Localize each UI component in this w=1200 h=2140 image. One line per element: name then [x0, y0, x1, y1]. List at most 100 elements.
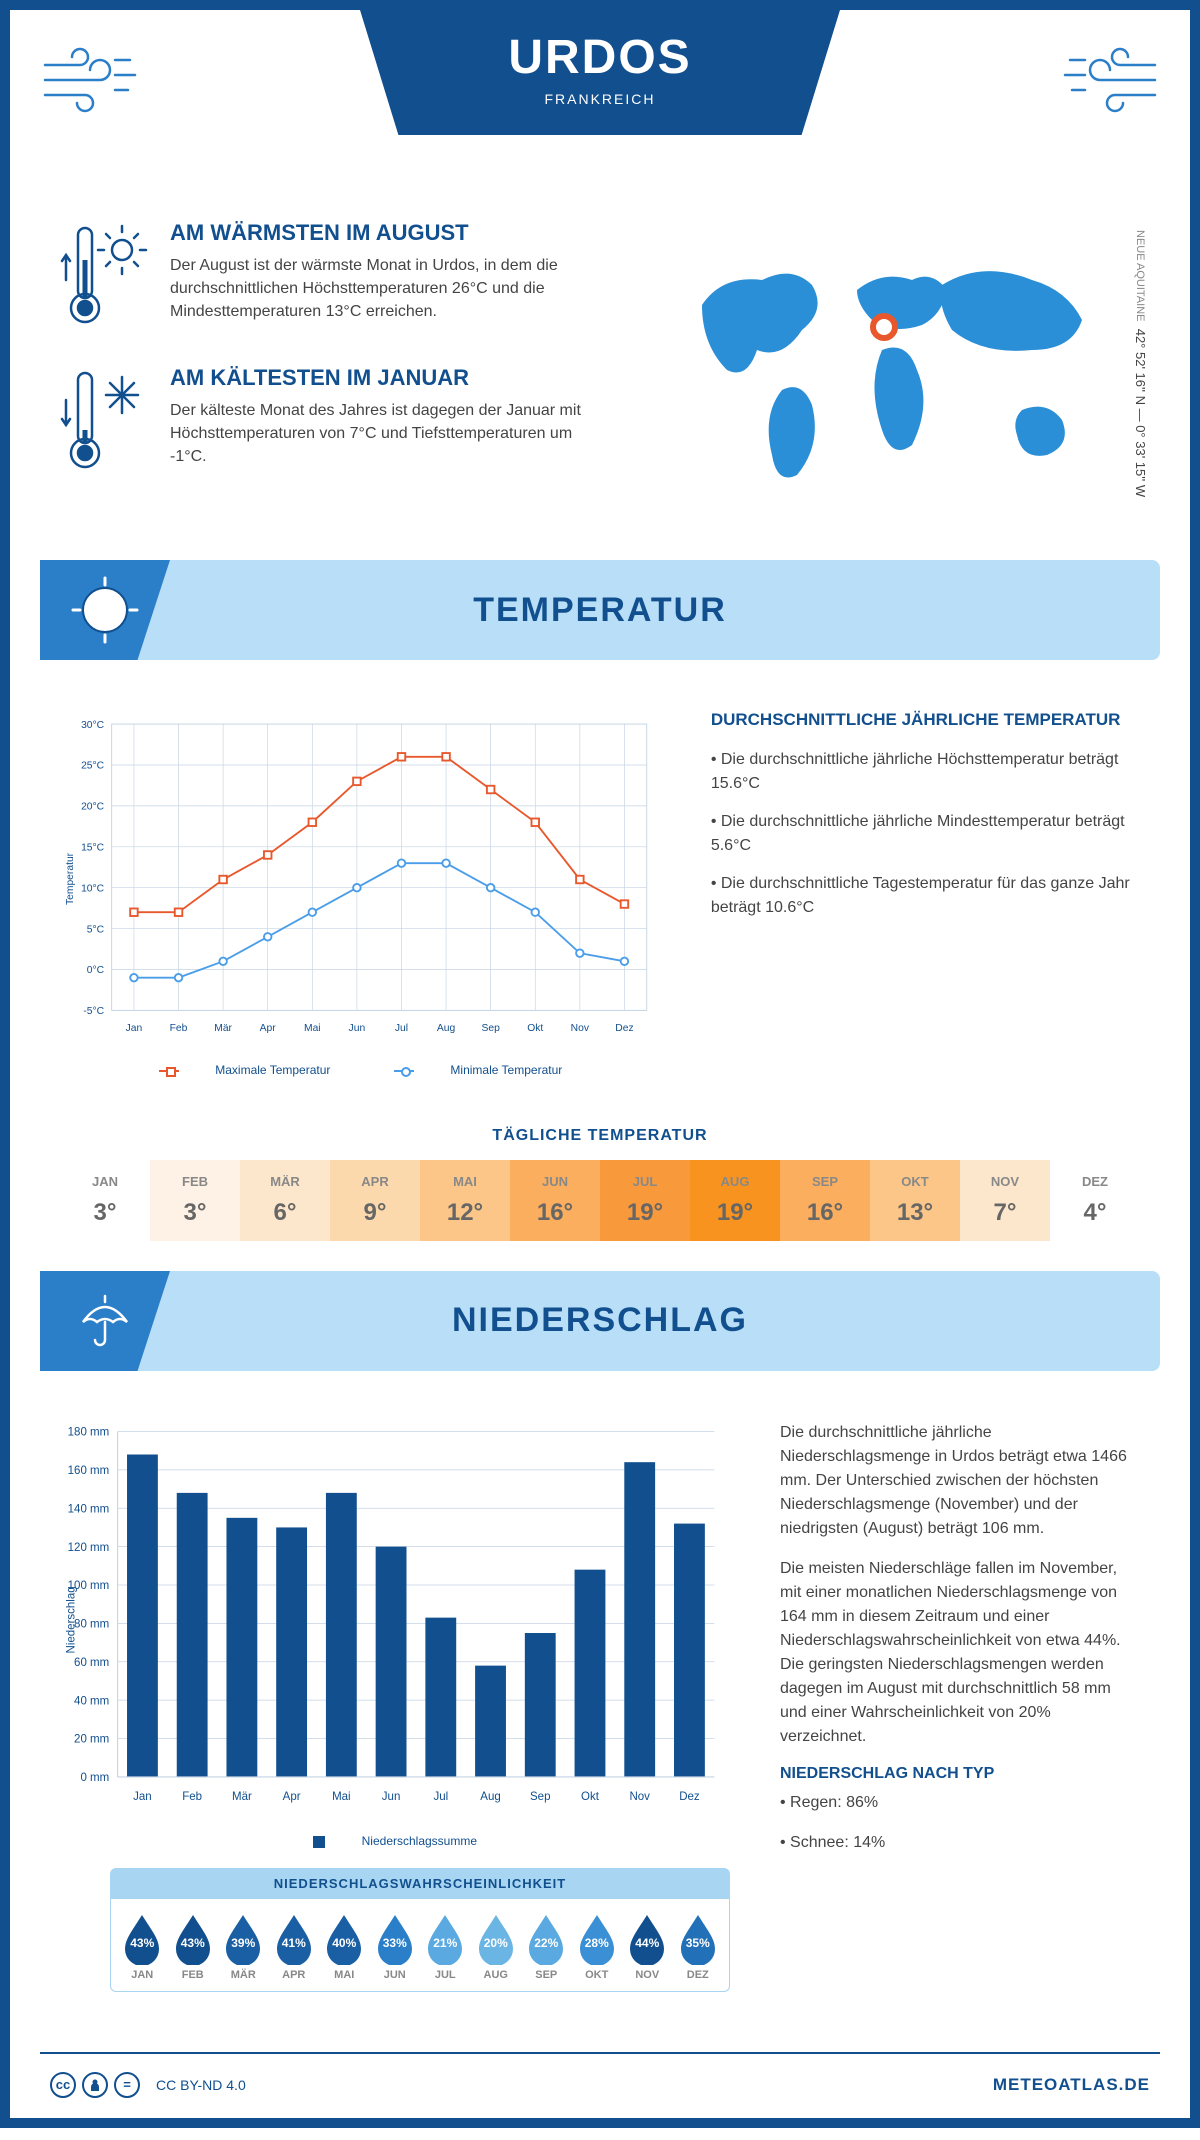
wind-icon	[1050, 40, 1160, 125]
svg-text:Apr: Apr	[283, 1791, 301, 1803]
svg-text:Okt: Okt	[581, 1791, 600, 1803]
svg-text:0°C: 0°C	[87, 965, 105, 976]
svg-text:Aug: Aug	[437, 1023, 456, 1034]
probability-drop: 28%OKT	[572, 1913, 623, 1981]
daily-temp-cell: JUN16°	[510, 1160, 600, 1241]
probability-drop: 21%JUL	[420, 1913, 471, 1981]
svg-text:Apr: Apr	[260, 1023, 277, 1034]
probability-drop: 41%APR	[269, 1913, 320, 1981]
temperature-section-header: TEMPERATUR	[40, 560, 1160, 660]
svg-text:120 mm: 120 mm	[68, 1542, 110, 1554]
daily-temp-cell: MÄR6°	[240, 1160, 330, 1241]
svg-text:Jun: Jun	[349, 1023, 366, 1034]
svg-text:Dez: Dez	[615, 1023, 633, 1034]
daily-temp-cell: JUL19°	[600, 1160, 690, 1241]
daily-temp-cell: NOV7°	[960, 1160, 1050, 1241]
svg-text:Nov: Nov	[571, 1023, 590, 1034]
coldest-title: AM KÄLTESTEN IM JANUAR	[170, 365, 605, 391]
svg-text:Aug: Aug	[480, 1791, 500, 1803]
daily-temp-cell: AUG19°	[690, 1160, 780, 1241]
svg-text:Mär: Mär	[214, 1023, 232, 1034]
svg-text:15°C: 15°C	[81, 843, 105, 854]
svg-text:10°C: 10°C	[81, 883, 105, 894]
sun-icon	[40, 560, 170, 660]
svg-text:Jul: Jul	[433, 1791, 448, 1803]
precip-chart-legend: Niederschlagssumme	[60, 1834, 730, 1848]
warmest-title: AM WÄRMSTEN IM AUGUST	[170, 220, 605, 246]
probability-drop: 39%MÄR	[218, 1913, 269, 1981]
thermometer-cold-icon	[60, 365, 150, 480]
svg-text:20 mm: 20 mm	[74, 1734, 109, 1746]
svg-text:Temperatur: Temperatur	[65, 852, 76, 905]
svg-text:180 mm: 180 mm	[68, 1427, 110, 1439]
svg-text:-5°C: -5°C	[83, 1006, 104, 1017]
probability-drop: 40%MAI	[319, 1913, 370, 1981]
license-icons: cc = CC BY-ND 4.0	[50, 2072, 246, 2098]
daily-temp-cell: DEZ4°	[1050, 1160, 1140, 1241]
footer-domain: METEOATLAS.DE	[993, 2075, 1150, 2095]
wind-icon	[40, 40, 150, 125]
svg-text:80 mm: 80 mm	[74, 1619, 109, 1631]
svg-text:Mär: Mär	[232, 1791, 252, 1803]
svg-text:Mai: Mai	[304, 1023, 321, 1034]
probability-drop: 20%AUG	[471, 1913, 522, 1981]
title-banner: URDOS FRANKREICH	[360, 10, 840, 135]
daily-temp-cell: SEP16°	[780, 1160, 870, 1241]
svg-text:Sep: Sep	[530, 1791, 550, 1803]
svg-text:140 mm: 140 mm	[68, 1503, 110, 1515]
precipitation-bar-chart: 0 mm20 mm40 mm60 mm80 mm100 mm120 mm140 …	[60, 1421, 730, 2012]
daily-temp-strip: JAN3°FEB3°MÄR6°APR9°MAI12°JUN16°JUL19°AU…	[60, 1160, 1140, 1241]
svg-text:0 mm: 0 mm	[80, 1772, 109, 1784]
daily-temp-cell: MAI12°	[420, 1160, 510, 1241]
svg-text:Okt: Okt	[527, 1023, 543, 1034]
svg-text:Jun: Jun	[382, 1791, 401, 1803]
svg-text:Nov: Nov	[629, 1791, 650, 1803]
page-title: URDOS	[360, 30, 840, 85]
temperature-line-chart: -5°C 0°C 5°C 10°C 15°C 20°C 25°C 30°C Jan Feb Mär A…	[60, 710, 661, 1077]
svg-text:Feb: Feb	[170, 1023, 188, 1034]
probability-drop: 35%DEZ	[673, 1913, 724, 1981]
warmest-block: AM WÄRMSTEN IM AUGUST Der August ist der…	[60, 220, 605, 335]
probability-drop: 43%FEB	[168, 1913, 219, 1981]
svg-text:5°C: 5°C	[87, 924, 105, 935]
probability-drop: 33%JUN	[370, 1913, 421, 1981]
probability-drop: 44%NOV	[622, 1913, 673, 1981]
svg-text:Jan: Jan	[133, 1791, 152, 1803]
footer: cc = CC BY-ND 4.0 METEOATLAS.DE	[40, 2052, 1160, 2098]
daily-temp-cell: FEB3°	[150, 1160, 240, 1241]
svg-text:Sep: Sep	[481, 1023, 500, 1034]
page-subtitle: FRANKREICH	[360, 91, 840, 107]
thermometer-hot-icon	[60, 220, 150, 335]
daily-temp-cell: APR9°	[330, 1160, 420, 1241]
svg-text:Feb: Feb	[182, 1791, 202, 1803]
daily-temp-title: TÄGLICHE TEMPERATUR	[10, 1127, 1190, 1145]
svg-text:Dez: Dez	[679, 1791, 700, 1803]
coordinates: NEUE AQUITAINE 42° 52' 16'' N — 0° 33' 1…	[1133, 230, 1148, 497]
svg-text:60 mm: 60 mm	[74, 1657, 109, 1669]
header: URDOS FRANKREICH	[10, 10, 1190, 210]
svg-text:40 mm: 40 mm	[74, 1695, 109, 1707]
temperature-summary: DURCHSCHNITTLICHE JÄHRLICHE TEMPERATUR •…	[711, 710, 1140, 1077]
svg-text:160 mm: 160 mm	[68, 1465, 110, 1477]
svg-text:30°C: 30°C	[81, 720, 105, 731]
precipitation-probability: NIEDERSCHLAGSWAHRSCHEINLICHKEIT 43%JAN43…	[110, 1868, 730, 1992]
probability-drop: 22%SEP	[521, 1913, 572, 1981]
world-map: NEUE AQUITAINE 42° 52' 16'' N — 0° 33' 1…	[645, 220, 1140, 510]
svg-text:20°C: 20°C	[81, 802, 105, 813]
umbrella-icon	[40, 1271, 170, 1371]
probability-drop: 43%JAN	[117, 1913, 168, 1981]
daily-temp-cell: OKT13°	[870, 1160, 960, 1241]
precipitation-summary: Die durchschnittliche jährliche Niedersc…	[780, 1421, 1140, 2012]
daily-temp-cell: JAN3°	[60, 1160, 150, 1241]
temp-chart-legend: Maximale Temperatur Minimale Temperatur	[60, 1063, 661, 1077]
coldest-block: AM KÄLTESTEN IM JANUAR Der kälteste Mona…	[60, 365, 605, 480]
coldest-text: Der kälteste Monat des Jahres ist dagege…	[170, 399, 605, 469]
precipitation-section-header: NIEDERSCHLAG	[40, 1271, 1160, 1371]
svg-text:Niederschlag: Niederschlag	[66, 1586, 78, 1653]
svg-text:Mai: Mai	[332, 1791, 351, 1803]
warmest-text: Der August ist der wärmste Monat in Urdo…	[170, 254, 605, 324]
svg-text:Jan: Jan	[126, 1023, 143, 1034]
svg-text:Jul: Jul	[395, 1023, 408, 1034]
intro-section: AM WÄRMSTEN IM AUGUST Der August ist der…	[10, 210, 1190, 540]
svg-text:25°C: 25°C	[81, 761, 105, 772]
